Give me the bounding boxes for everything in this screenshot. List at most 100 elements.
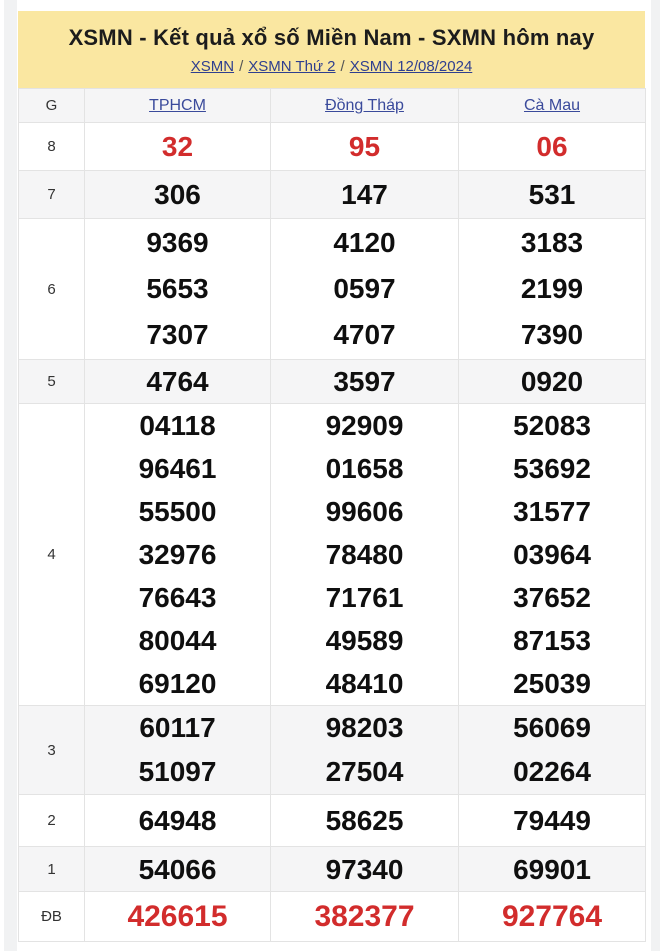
prize-number: 51097 — [138, 756, 217, 787]
prize-row-7: 7 306 147 531 — [18, 170, 646, 219]
prize-label: 2 — [18, 794, 85, 847]
prize-row-1: 1 54066 97340 69901 — [18, 846, 646, 892]
prize-row-3: 3 60117 51097 98203 27504 56069 02264 — [18, 705, 646, 795]
prize-number: 03964 — [513, 539, 591, 570]
prize-number: 0597 — [333, 273, 396, 304]
prize-number: 69901 — [513, 853, 591, 885]
prize-row-ĐB: ĐB 426615 382377 927764 — [18, 891, 646, 942]
prize-number: 69120 — [138, 668, 217, 699]
prize-number: 0920 — [520, 366, 584, 397]
prize-numbers-cell: 0920 — [458, 359, 646, 404]
prize-number: 80044 — [138, 625, 217, 656]
prize-numbers-cell: 32 — [84, 122, 271, 171]
prize-label: 3 — [18, 705, 85, 795]
left-gutter — [4, 0, 17, 951]
prize-number: 4764 — [146, 366, 209, 397]
prize-numbers-cell: 64948 — [84, 794, 271, 847]
prize-numbers-cell: 426615 — [84, 891, 271, 942]
prize-label: ĐB — [18, 891, 85, 942]
prize-number: 06 — [536, 131, 568, 162]
prize-number: 9369 — [146, 227, 209, 258]
prize-number: 32976 — [138, 539, 217, 570]
prize-numbers-cell: 147 — [270, 170, 459, 219]
breadcrumb-link-xsmn-thu2[interactable]: XSMN Thứ 2 — [248, 57, 336, 75]
prize-number: 31577 — [513, 496, 591, 527]
breadcrumb-link-xsmn[interactable]: XSMN — [190, 57, 235, 75]
prize-number: 25039 — [513, 668, 591, 699]
prize-numbers-cell: 98203 27504 — [270, 705, 459, 795]
prize-number: 71761 — [325, 582, 404, 613]
prize-label: 7 — [18, 170, 85, 219]
prize-number: 382377 — [314, 900, 415, 933]
prize-number: 27504 — [325, 756, 404, 787]
column-header-dong-thap: Đồng Tháp — [270, 88, 459, 123]
prize-numbers-cell: 97340 — [270, 846, 459, 892]
prize-number: 95 — [348, 131, 381, 162]
results-table-body: 8 32 95 06 7 306 147 531 6 9369 5653 7307 4120 0597 47… — [18, 122, 646, 942]
prize-column-header: G — [18, 88, 85, 123]
prize-numbers-cell: 06 — [458, 122, 646, 171]
breadcrumb-separator: / — [239, 57, 244, 75]
prize-number: 96461 — [138, 453, 217, 484]
prize-number: 78480 — [325, 539, 404, 570]
right-gutter — [651, 0, 660, 951]
prize-numbers-cell: 60117 51097 — [84, 705, 271, 795]
column-header-ca-mau: Cà Mau — [458, 88, 646, 123]
prize-numbers-cell: 04118 96461 55500 32976 76643 80044 69120 — [84, 403, 271, 706]
prize-label: 1 — [18, 846, 85, 892]
content-card: XSMN - Kết quả xổ số Miền Nam - SXMN hôm… — [18, 11, 646, 942]
prize-number: 32 — [161, 131, 194, 162]
prize-number: 87153 — [513, 625, 591, 656]
prize-number: 01658 — [325, 453, 404, 484]
prize-numbers-cell: 56069 02264 — [458, 705, 646, 795]
prize-numbers-cell: 95 — [270, 122, 459, 171]
column-header-tphcm: TPHCM — [84, 88, 271, 123]
prize-number: 4707 — [333, 319, 396, 350]
prize-number: 5653 — [146, 273, 209, 304]
prize-number: 147 — [341, 179, 388, 210]
prize-number: 54066 — [138, 853, 217, 885]
prize-number: 56069 — [513, 712, 591, 743]
prize-number: 3597 — [333, 366, 396, 397]
prize-number: 48410 — [325, 668, 404, 699]
prize-number: 53692 — [513, 453, 591, 484]
dong-thap-link[interactable]: Đồng Tháp — [325, 96, 404, 114]
prize-numbers-cell: 531 — [458, 170, 646, 219]
prize-row-2: 2 64948 58625 79449 — [18, 794, 646, 847]
prize-numbers-cell: 52083 53692 31577 03964 37652 87153 25039 — [458, 403, 646, 706]
prize-numbers-cell: 4764 — [84, 359, 271, 404]
prize-numbers-cell: 54066 — [84, 846, 271, 892]
prize-number: 92909 — [325, 410, 404, 441]
prize-number: 60117 — [139, 712, 216, 743]
prize-number: 4120 — [333, 227, 396, 258]
prize-number: 426615 — [127, 900, 228, 933]
breadcrumb: XSMN / XSMN Thứ 2/XSMN 12/08/2024 — [18, 58, 645, 75]
prize-numbers-cell: 306 — [84, 170, 271, 219]
prize-label: 4 — [18, 403, 85, 706]
page-title: XSMN - Kết quả xổ số Miền Nam - SXMN hôm… — [68, 24, 595, 50]
prize-number: 79449 — [513, 805, 591, 836]
prize-numbers-cell: 79449 — [458, 794, 646, 847]
prize-number: 49589 — [325, 625, 404, 656]
breadcrumb-link-xsmn-date[interactable]: XSMN 12/08/2024 — [349, 57, 473, 75]
prize-numbers-cell: 69901 — [458, 846, 646, 892]
prize-number: 37652 — [513, 582, 591, 613]
prize-row-8: 8 32 95 06 — [18, 122, 646, 171]
prize-numbers-cell: 92909 01658 99606 78480 71761 49589 48410 — [270, 403, 459, 706]
prize-row-5: 5 4764 3597 0920 — [18, 359, 646, 404]
prize-row-6: 6 9369 5653 7307 4120 0597 4707 3183 2199 7390 — [18, 218, 646, 360]
prize-number: 3183 — [520, 227, 584, 258]
prize-numbers-cell: 382377 — [270, 891, 459, 942]
prize-number: 306 — [154, 179, 201, 210]
results-header-row: G TPHCM Đồng Tháp Cà Mau — [18, 88, 646, 123]
prize-number: 76643 — [138, 582, 217, 613]
ca-mau-link[interactable]: Cà Mau — [523, 96, 581, 114]
tphcm-link[interactable]: TPHCM — [149, 96, 206, 114]
prize-numbers-cell: 3597 — [270, 359, 459, 404]
prize-number: 64948 — [138, 805, 217, 836]
prize-number: 99606 — [325, 496, 404, 527]
prize-label: 5 — [18, 359, 85, 404]
prize-label: 8 — [18, 122, 85, 171]
prize-number: 98203 — [325, 712, 404, 743]
